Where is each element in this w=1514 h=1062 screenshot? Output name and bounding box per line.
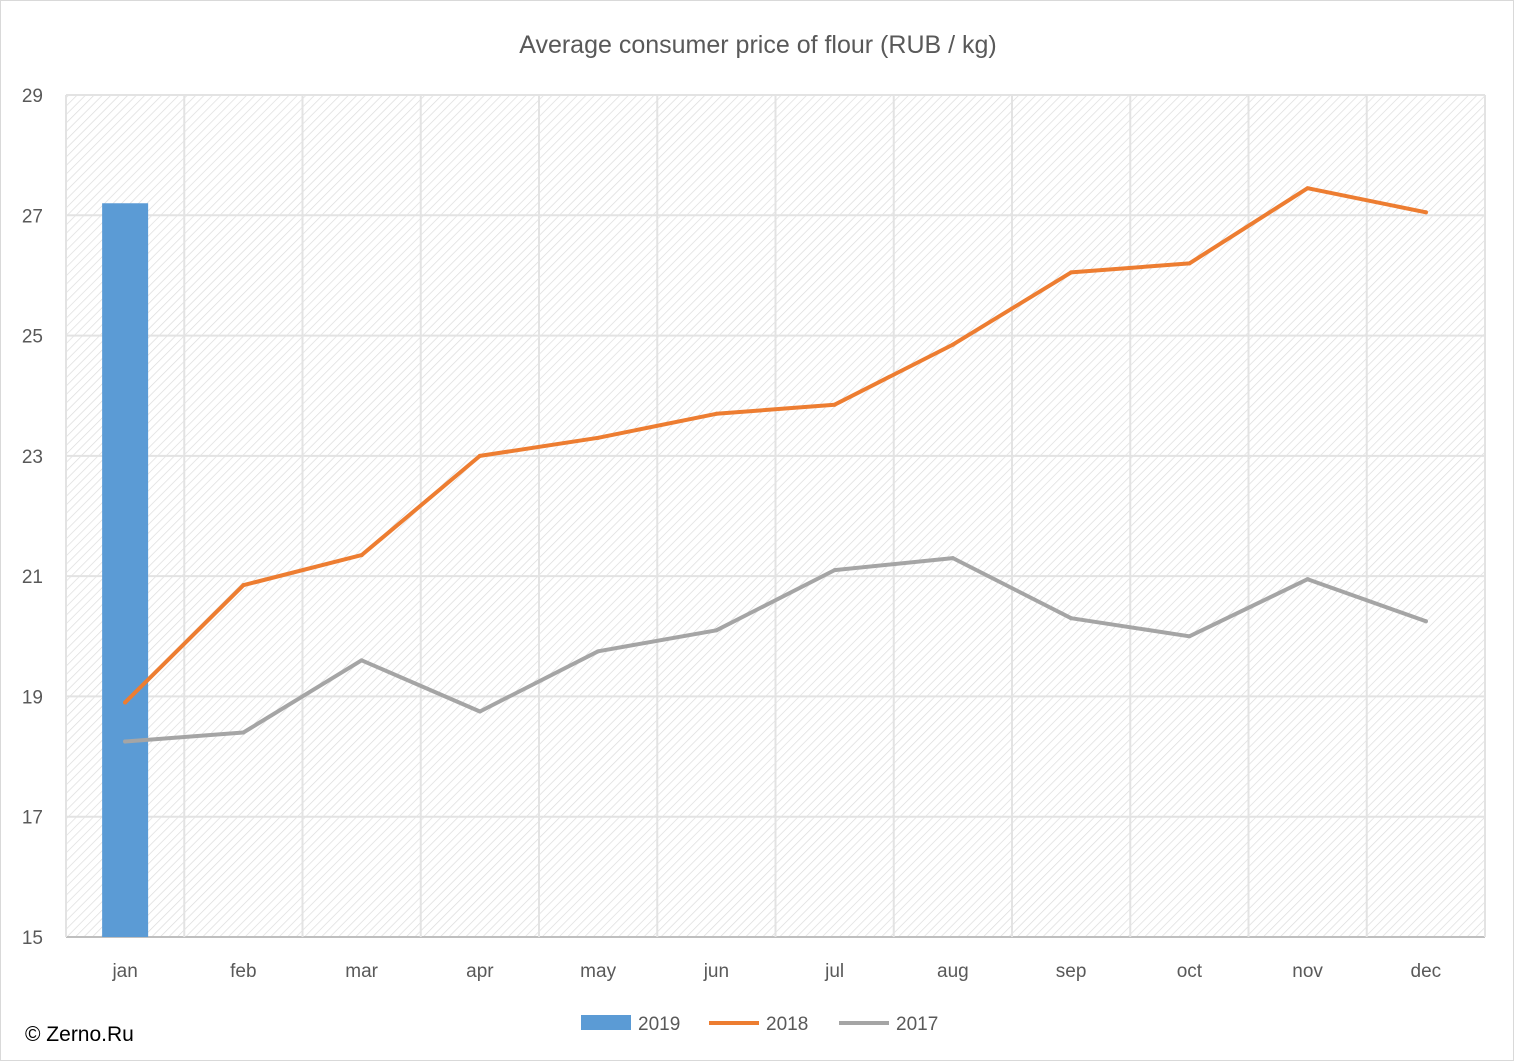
y-axis: 15 17 19 21 23 25 27 29 xyxy=(22,86,43,949)
point-2018-sep xyxy=(1069,270,1074,275)
y-tick-label: 27 xyxy=(22,206,43,227)
x-tick-label: nov xyxy=(1292,961,1323,982)
x-tick-label: dec xyxy=(1411,961,1442,982)
x-tick-label: mar xyxy=(345,961,378,982)
legend-swatch-2019 xyxy=(581,1015,631,1030)
point-2017-feb xyxy=(241,730,246,735)
point-2018-mar xyxy=(359,553,364,558)
legend: 2019 2018 2017 xyxy=(581,1014,938,1035)
legend-label-2019: 2019 xyxy=(638,1014,680,1035)
point-2017-apr xyxy=(477,709,482,714)
point-2018-nov xyxy=(1305,186,1310,191)
point-2017-jul xyxy=(832,568,837,573)
point-2017-may xyxy=(596,649,601,654)
bars-layer xyxy=(102,203,149,937)
point-2018-feb xyxy=(241,583,246,588)
point-2018-oct xyxy=(1187,261,1192,266)
bar-2019-jan xyxy=(102,203,149,937)
y-tick-label: 23 xyxy=(22,447,43,468)
y-tick-label: 25 xyxy=(22,327,43,348)
x-tick-label: feb xyxy=(230,961,256,982)
x-tick-label: apr xyxy=(466,961,494,982)
x-axis: jan feb mar apr may jun jul aug sep oct nov dec xyxy=(111,961,1441,982)
point-2017-nov xyxy=(1305,577,1310,582)
point-2017-mar xyxy=(359,658,364,663)
point-2018-jun xyxy=(714,411,719,416)
point-2017-jan xyxy=(123,739,128,744)
legend-label-2018: 2018 xyxy=(766,1014,808,1035)
line-series-2018 xyxy=(123,186,1428,705)
point-2018-apr xyxy=(477,453,482,458)
point-2018-dec xyxy=(1423,210,1428,215)
x-tick-label: jun xyxy=(703,961,729,982)
point-2017-oct xyxy=(1187,634,1192,639)
chart-title: Average consumer price of flour (RUB / k… xyxy=(519,31,997,59)
legend-label-2017: 2017 xyxy=(896,1014,938,1035)
legend-item-2018: 2018 xyxy=(709,1014,808,1035)
y-tick-label: 19 xyxy=(22,687,43,708)
point-2018-aug xyxy=(950,342,955,347)
point-2017-dec xyxy=(1423,619,1428,624)
lines-layer xyxy=(123,186,1428,744)
point-2017-aug xyxy=(950,556,955,561)
x-tick-label: sep xyxy=(1056,961,1087,982)
line-series-2017 xyxy=(123,556,1428,744)
point-2017-jun xyxy=(714,628,719,633)
point-2018-jan xyxy=(123,700,128,705)
x-tick-label: aug xyxy=(937,961,969,982)
y-tick-label: 15 xyxy=(22,928,43,949)
y-tick-label: 29 xyxy=(22,86,43,107)
y-tick-label: 21 xyxy=(22,567,43,588)
point-2018-may xyxy=(596,435,601,440)
point-2017-sep xyxy=(1069,616,1074,621)
x-tick-label: jul xyxy=(824,961,844,982)
y-tick-label: 17 xyxy=(22,808,43,829)
x-tick-label: may xyxy=(580,961,616,982)
x-tick-label: jan xyxy=(111,961,137,982)
credit-text: © Zerno.Ru xyxy=(25,1023,134,1046)
point-2018-jul xyxy=(832,402,837,407)
x-tick-label: oct xyxy=(1177,961,1203,982)
legend-item-2019: 2019 xyxy=(581,1014,680,1035)
legend-item-2017: 2017 xyxy=(839,1014,938,1035)
